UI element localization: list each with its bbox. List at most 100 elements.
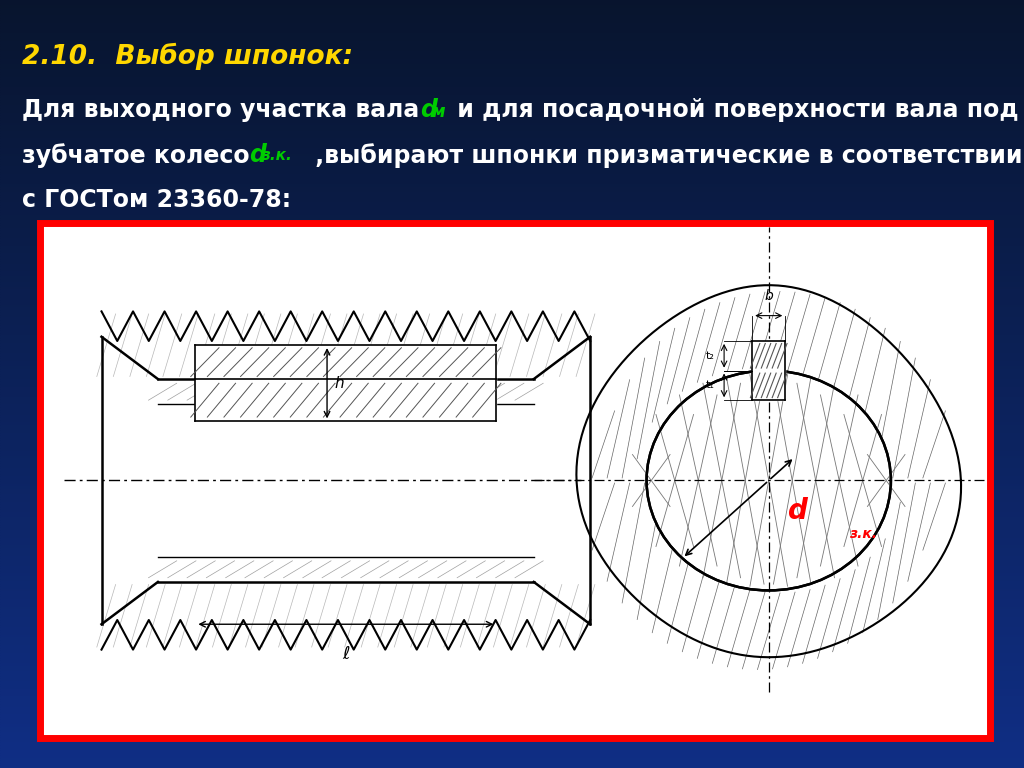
Bar [0,361,1024,363]
Bar [0,535,1024,538]
Bar [0,194,1024,197]
Bar [0,484,1024,486]
Bar [0,144,1024,146]
Bar [0,346,1024,348]
Bar [0,94,1024,98]
Bar [0,737,1024,740]
Bar [0,13,1024,15]
Bar [0,440,1024,443]
Bar [0,558,1024,561]
Bar [0,451,1024,453]
Bar [0,333,1024,336]
Bar [0,730,1024,732]
Bar [0,543,1024,545]
Bar [0,290,1024,292]
Bar [0,192,1024,194]
Bar [0,205,1024,207]
Bar [0,735,1024,737]
Bar [0,133,1024,136]
Bar [0,507,1024,509]
Bar [0,10,1024,13]
Bar [0,138,1024,141]
Text: з.к.: з.к. [849,527,877,541]
Bar [0,141,1024,144]
Bar [0,617,1024,620]
Bar [0,681,1024,684]
Bar [0,743,1024,745]
Bar [0,448,1024,451]
Bar [0,25,1024,28]
Bar [0,601,1024,604]
Bar [0,428,1024,430]
Bar [0,389,1024,392]
Bar [0,317,1024,320]
Bar [0,18,1024,21]
Bar [0,123,1024,125]
Bar [0,476,1024,478]
Bar [0,691,1024,694]
Bar [0,23,1024,25]
Bar [0,407,1024,409]
Bar [0,468,1024,471]
Bar [0,136,1024,138]
Bar [0,494,1024,497]
Bar [0,338,1024,340]
Bar [0,64,1024,67]
Bar [0,190,1024,192]
Bar [0,330,1024,333]
Bar [0,0,1024,2]
Bar [0,82,1024,84]
Bar [0,220,1024,223]
Bar [0,394,1024,397]
Bar [0,164,1024,167]
Bar [0,246,1024,248]
Bar [0,300,1024,302]
Bar [0,69,1024,71]
Bar [0,599,1024,601]
Bar [0,182,1024,184]
Bar [0,259,1024,261]
Bar [0,750,1024,753]
Bar [0,637,1024,640]
Bar [0,251,1024,253]
Bar [0,763,1024,766]
Bar [0,159,1024,161]
Bar [0,422,1024,425]
Bar [0,169,1024,171]
Bar [0,574,1024,576]
Bar [0,489,1024,492]
Bar [0,210,1024,213]
Bar [40,223,990,738]
Bar [0,594,1024,597]
Bar [0,704,1024,707]
Bar [0,105,1024,108]
Bar [0,668,1024,670]
Bar [0,200,1024,202]
Bar [0,363,1024,366]
Bar [0,520,1024,522]
Bar [0,79,1024,82]
Bar [0,202,1024,205]
Bar [0,44,1024,46]
Bar [0,307,1024,310]
Text: з.к.: з.к. [261,148,292,163]
Bar [0,607,1024,609]
Bar [0,766,1024,768]
Text: d: d [787,498,807,525]
Bar [0,466,1024,468]
Bar [0,509,1024,512]
Text: d: d [420,98,437,122]
Bar [0,238,1024,240]
Text: Для выходного участка вала: Для выходного участка вала [22,98,427,122]
Bar [0,369,1024,371]
Bar [0,225,1024,228]
Bar [0,399,1024,402]
Bar [0,125,1024,128]
Text: с ГОСТом 23360-78:: с ГОСТом 23360-78: [22,188,291,212]
Bar [0,223,1024,225]
Bar [0,515,1024,517]
Bar [0,67,1024,69]
Bar [0,315,1024,317]
Bar [0,233,1024,236]
Bar [0,686,1024,689]
